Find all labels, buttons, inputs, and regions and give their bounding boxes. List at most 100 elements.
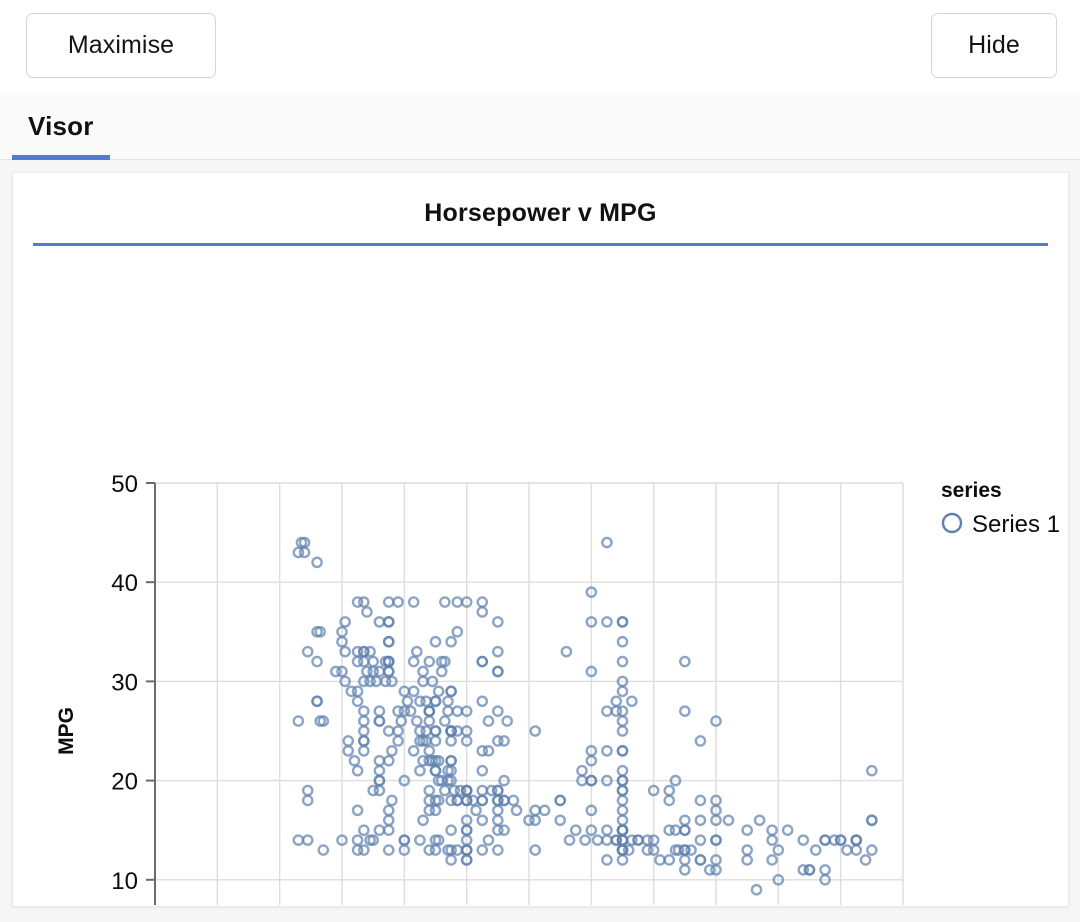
data-point[interactable] <box>407 685 420 698</box>
data-point[interactable] <box>445 635 457 648</box>
data-point[interactable] <box>663 824 676 837</box>
data-point[interactable] <box>679 864 691 876</box>
data-point[interactable] <box>703 864 716 876</box>
data-point[interactable] <box>351 695 364 708</box>
data-point[interactable] <box>601 536 613 549</box>
data-point[interactable] <box>311 556 323 569</box>
data-point[interactable] <box>741 824 753 837</box>
data-point[interactable] <box>622 844 635 856</box>
data-point[interactable] <box>386 675 398 688</box>
data-point[interactable] <box>395 715 408 727</box>
data-point[interactable] <box>358 715 370 727</box>
data-point[interactable] <box>373 824 386 837</box>
data-point[interactable] <box>529 844 542 856</box>
data-point[interactable] <box>379 675 392 688</box>
data-point[interactable] <box>476 596 489 608</box>
data-point[interactable] <box>538 804 551 817</box>
data-point[interactable] <box>373 764 386 777</box>
data-point[interactable] <box>616 804 629 817</box>
data-point[interactable] <box>492 665 504 678</box>
data-point[interactable] <box>439 784 451 797</box>
data-point[interactable] <box>585 824 598 837</box>
data-point[interactable] <box>358 675 370 688</box>
data-point[interactable] <box>507 794 520 807</box>
data-point[interactable] <box>510 804 523 817</box>
data-point[interactable] <box>679 814 691 827</box>
data-point[interactable] <box>314 715 326 727</box>
data-point[interactable] <box>382 596 395 608</box>
data-point[interactable] <box>361 665 373 678</box>
data-point[interactable] <box>445 685 457 698</box>
data-point[interactable] <box>601 854 613 866</box>
data-point[interactable] <box>828 834 841 846</box>
data-point[interactable] <box>414 834 426 846</box>
data-point[interactable] <box>616 705 629 717</box>
data-point[interactable] <box>417 665 429 678</box>
data-point[interactable] <box>373 774 386 787</box>
data-point[interactable] <box>401 695 414 708</box>
data-point[interactable] <box>429 735 442 747</box>
data-point[interactable] <box>467 794 479 807</box>
data-point[interactable] <box>616 814 629 827</box>
data-point[interactable] <box>841 844 853 856</box>
data-point[interactable] <box>616 774 629 787</box>
data-point[interactable] <box>351 685 364 698</box>
data-point[interactable] <box>694 794 707 807</box>
data-point[interactable] <box>417 814 429 827</box>
data-point[interactable] <box>492 844 504 856</box>
data-point[interactable] <box>632 834 644 846</box>
data-point[interactable] <box>358 596 370 608</box>
data-point[interactable] <box>348 754 361 767</box>
legend-entry-label[interactable]: Series 1 <box>972 511 1060 538</box>
data-point[interactable] <box>576 764 588 777</box>
data-point[interactable] <box>373 754 386 767</box>
data-point[interactable] <box>859 854 872 866</box>
data-point[interactable] <box>722 814 735 827</box>
data-point[interactable] <box>442 695 454 708</box>
data-point[interactable] <box>498 735 510 747</box>
data-point[interactable] <box>482 715 495 727</box>
data-point[interactable] <box>358 745 370 757</box>
data-point[interactable] <box>616 784 629 797</box>
data-point[interactable] <box>367 665 379 678</box>
data-point[interactable] <box>351 596 364 608</box>
data-point[interactable] <box>451 725 464 737</box>
data-point[interactable] <box>641 834 654 846</box>
data-point[interactable] <box>382 844 395 856</box>
data-point[interactable] <box>339 645 351 658</box>
data-point[interactable] <box>414 764 426 777</box>
data-point[interactable] <box>451 705 464 717</box>
data-point[interactable] <box>367 655 379 668</box>
data-point[interactable] <box>429 804 442 817</box>
data-point[interactable] <box>442 705 454 717</box>
data-point[interactable] <box>694 834 707 846</box>
data-point[interactable] <box>339 675 351 688</box>
data-point[interactable] <box>392 735 404 747</box>
data-point[interactable] <box>694 735 707 747</box>
data-point[interactable] <box>358 705 370 717</box>
data-point[interactable] <box>392 596 404 608</box>
tab-visor[interactable]: Visor <box>12 93 110 160</box>
data-point[interactable] <box>476 606 489 618</box>
data-point[interactable] <box>382 824 395 837</box>
data-point[interactable] <box>420 735 432 747</box>
data-point[interactable] <box>766 854 778 866</box>
data-point[interactable] <box>485 784 498 797</box>
data-point[interactable] <box>601 705 613 717</box>
data-point[interactable] <box>601 824 613 837</box>
data-point[interactable] <box>616 685 629 698</box>
data-point[interactable] <box>679 705 691 717</box>
data-point[interactable] <box>501 715 513 727</box>
data-point[interactable] <box>679 854 691 866</box>
data-point[interactable] <box>448 784 461 797</box>
data-point[interactable] <box>579 834 591 846</box>
data-point[interactable] <box>669 774 682 787</box>
data-point[interactable] <box>616 635 629 648</box>
data-point[interactable] <box>685 844 697 856</box>
data-point[interactable] <box>398 774 411 787</box>
data-point[interactable] <box>797 834 810 846</box>
data-point[interactable] <box>710 715 722 727</box>
data-point[interactable] <box>460 854 473 866</box>
data-point[interactable] <box>610 695 623 708</box>
data-point[interactable] <box>301 784 314 797</box>
